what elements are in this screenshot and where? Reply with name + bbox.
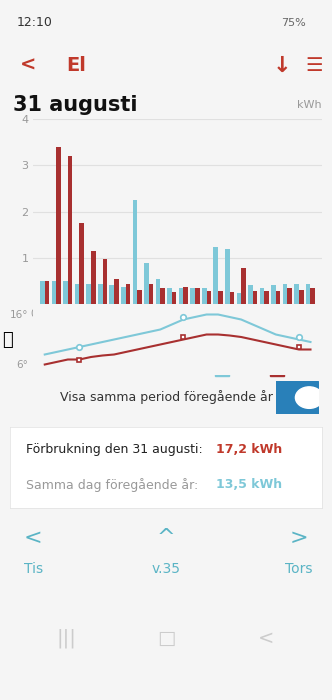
- Text: v.35: v.35: [151, 561, 181, 575]
- Text: ^: ^: [157, 528, 175, 548]
- Bar: [306, 284, 310, 304]
- Bar: [213, 246, 218, 304]
- Bar: [98, 284, 103, 304]
- Bar: [236, 293, 241, 304]
- Text: □: □: [157, 629, 175, 648]
- Bar: [202, 288, 207, 304]
- Circle shape: [295, 387, 323, 408]
- Bar: [271, 285, 276, 304]
- Bar: [56, 147, 61, 304]
- Bar: [253, 290, 257, 304]
- Bar: [183, 287, 188, 304]
- Bar: [195, 288, 200, 304]
- Bar: [190, 288, 195, 304]
- Bar: [75, 284, 79, 304]
- Bar: [248, 285, 253, 304]
- Bar: [114, 279, 119, 304]
- Text: 75%: 75%: [281, 18, 305, 28]
- Bar: [45, 281, 49, 304]
- Bar: [283, 284, 288, 304]
- Bar: [264, 290, 269, 304]
- Bar: [137, 290, 142, 304]
- Bar: [110, 285, 114, 304]
- Bar: [288, 288, 292, 304]
- Text: 17,2 kWh: 17,2 kWh: [216, 443, 282, 456]
- Bar: [86, 284, 91, 304]
- Bar: [225, 249, 230, 304]
- Legend: 2021, 2022: 2021, 2022: [215, 366, 316, 377]
- Bar: [156, 279, 160, 304]
- Bar: [207, 290, 211, 304]
- Text: 12:10: 12:10: [17, 16, 52, 29]
- Text: 🌡: 🌡: [2, 330, 13, 349]
- Text: Tis: Tis: [24, 561, 43, 575]
- Text: <: <: [20, 56, 36, 75]
- Bar: [294, 284, 299, 304]
- Text: ☰: ☰: [305, 56, 323, 75]
- Text: Tors: Tors: [285, 561, 312, 575]
- Text: El: El: [66, 56, 86, 75]
- Bar: [218, 290, 223, 304]
- Bar: [121, 287, 125, 304]
- Bar: [230, 291, 234, 304]
- Text: Visa samma period föregående år: Visa samma period föregående år: [59, 391, 273, 404]
- Bar: [179, 288, 183, 304]
- Text: Samma dag föregående år:: Samma dag föregående år:: [26, 478, 202, 492]
- Bar: [149, 284, 153, 304]
- Bar: [52, 281, 56, 304]
- Text: |||: |||: [56, 629, 76, 648]
- Bar: [172, 291, 177, 304]
- FancyBboxPatch shape: [274, 381, 321, 414]
- Bar: [132, 200, 137, 304]
- Bar: [160, 288, 165, 304]
- Text: <: <: [24, 528, 42, 548]
- Bar: [68, 156, 72, 304]
- Text: ↓: ↓: [272, 55, 291, 76]
- Text: 31 augusti: 31 augusti: [13, 95, 138, 115]
- Bar: [241, 268, 246, 304]
- Bar: [40, 281, 45, 304]
- Text: Förbrukning den 31 augusti:: Förbrukning den 31 augusti:: [26, 443, 206, 456]
- Bar: [125, 284, 130, 304]
- Bar: [260, 288, 264, 304]
- Bar: [167, 288, 172, 304]
- Bar: [310, 288, 315, 304]
- Bar: [63, 281, 68, 304]
- Text: >: >: [290, 528, 308, 548]
- Bar: [299, 290, 303, 304]
- Text: 13,5 kWh: 13,5 kWh: [216, 479, 282, 491]
- Text: kWh: kWh: [297, 99, 322, 110]
- Bar: [103, 259, 107, 304]
- Bar: [91, 251, 96, 304]
- Text: <: <: [257, 629, 274, 648]
- Bar: [276, 290, 281, 304]
- Bar: [144, 262, 149, 304]
- Bar: [79, 223, 84, 304]
